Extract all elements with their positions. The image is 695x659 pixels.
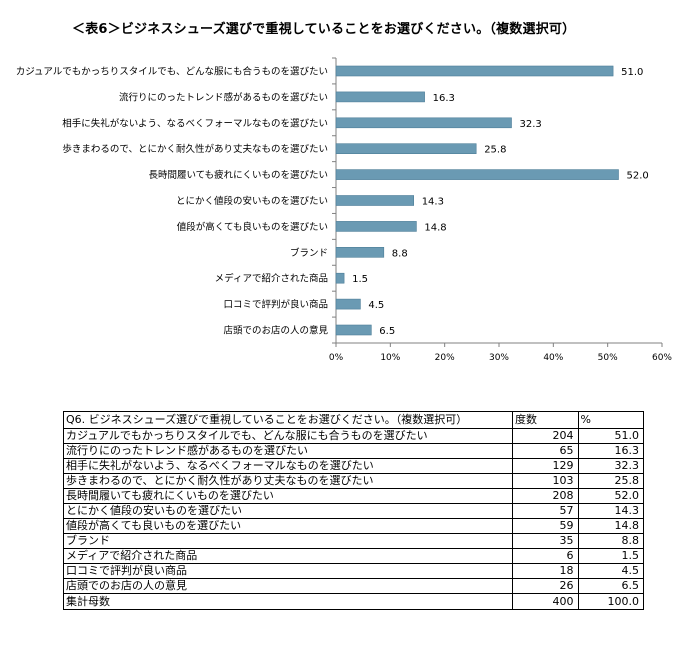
table-cell-percent: 52.0 — [577, 488, 644, 504]
bar — [335, 91, 425, 103]
table-row: 値段が高くても良いものを選びたい 59 14.8 — [63, 518, 644, 534]
table-row: 相手に失礼がないよう、なるべくフォーマルなものを選びたい 129 32.3 — [63, 458, 644, 474]
category-label: 値段が高くても良いものを選びたい — [177, 221, 328, 233]
table-cell-label: 流行りにのったトレンド感があるものを選びたい — [63, 443, 513, 459]
table-row: 店頭でのお店の人の意見 26 6.5 — [63, 578, 644, 594]
bar — [335, 195, 414, 206]
category-label: カジュアルでもかっちりスタイルでも、どんな服にも合うものを選びたい — [16, 66, 328, 78]
table-cell-count: 59 — [512, 518, 579, 534]
category-label: 店頭でのお店の人の意見 — [223, 325, 328, 337]
x-tick-label: 30% — [489, 353, 509, 363]
table-cell-percent: 14.8 — [577, 518, 644, 534]
table-cell-label: カジュアルでもかっちりスタイルでも、どんな服にも合うものを選びたい — [63, 428, 513, 444]
table-cell-percent: 25.8 — [577, 473, 644, 489]
table-cell-label: 値段が高くても良いものを選びたい — [63, 518, 513, 534]
table-cell-percent: 51.0 — [577, 428, 644, 444]
bar — [335, 221, 417, 232]
table-cell-count: 6 — [512, 548, 579, 564]
table-cell-percent: 16.3 — [577, 443, 644, 459]
category-label: 口コミで評判が良い商品 — [223, 299, 328, 311]
category-label: 流行りにのったトレンド感があるものを選びたい — [119, 91, 328, 103]
category-label: ブランド — [290, 247, 328, 259]
table-cell-percent: 4.5 — [577, 563, 644, 579]
table-cell-percent: 32.3 — [577, 458, 644, 474]
bar — [335, 143, 477, 154]
x-tick-label: 0% — [329, 353, 344, 363]
table-header-percent: % — [577, 411, 644, 429]
table-cell-count: 103 — [512, 473, 579, 489]
table-total-row: 集計母数 400 100.0 — [63, 593, 644, 610]
table-cell-percent: 6.5 — [577, 578, 644, 594]
bar-chart: 0% 10% 20% 30% 40% 50% 60% カジュアルでもかっちりスタイルでも、どん… — [16, 57, 672, 363]
table-header-row: Q6. ビジネスシューズ選びで重視していることをお選びください。（複数選択可） … — [63, 411, 644, 429]
data-label: 6.5 — [379, 326, 395, 337]
category-label: とにかく値段の安いものを選びたい — [176, 195, 328, 207]
x-tick-label: 40% — [543, 353, 563, 363]
category-label: 長時間履いても疲れにくいものを選びたい — [148, 169, 328, 181]
x-tick-label: 50% — [598, 353, 618, 363]
table-row: カジュアルでもかっちりスタイルでも、どんな服にも合うものを選びたい 204 51.0 — [63, 428, 644, 444]
bar — [335, 324, 372, 336]
data-label: 52.0 — [627, 171, 649, 182]
table-cell-label: 口コミで評判が良い商品 — [63, 563, 513, 579]
table-cell-label: メディアで紹介された商品 — [63, 548, 513, 564]
data-label: 51.0 — [621, 67, 643, 78]
data-label: 14.8 — [424, 222, 446, 233]
bar — [335, 272, 345, 284]
chart-title: ＜表6＞ビジネスシューズ選びで重視していることをお選びください。（複数選択可） — [72, 22, 576, 37]
table-row: メディアで紹介された商品 6 1.5 — [63, 548, 644, 564]
table-cell-count: 26 — [512, 578, 579, 594]
category-label: 歩きまわるので、とにかく耐久性があり丈夫なものを選びたい — [62, 143, 328, 155]
bar — [335, 298, 361, 310]
x-tick-label: 60% — [652, 353, 672, 363]
table-cell-label: 長時間履いても疲れにくいものを選びたい — [63, 488, 513, 504]
table-cell-count: 57 — [512, 503, 579, 519]
table-cell-count: 208 — [512, 488, 579, 504]
table-total-percent: 100.0 — [577, 593, 644, 610]
table-cell-label: 相手に失礼がないよう、なるべくフォーマルなものを選びたい — [63, 458, 513, 474]
table-total-count: 400 — [512, 593, 579, 610]
category-label: 相手に失礼がないよう、なるべくフォーマルなものを選びたい — [62, 117, 328, 129]
table-cell-label: とにかく値段の安いものを選びたい — [63, 503, 513, 519]
data-label: 4.5 — [368, 300, 384, 311]
table-cell-count: 35 — [512, 533, 579, 549]
data-label: 32.3 — [520, 119, 542, 130]
table-header-count: 度数 — [512, 411, 579, 429]
table-cell-percent: 14.3 — [577, 503, 644, 519]
table-cell-count: 129 — [512, 458, 579, 474]
data-label: 14.3 — [422, 197, 444, 208]
table-row: ブランド 35 8.8 — [63, 533, 644, 549]
table-cell-label: ブランド — [63, 533, 513, 549]
table-row: 歩きまわるので、とにかく耐久性があり丈夫なものを選びたい 103 25.8 — [63, 473, 644, 489]
table-row: 流行りにのったトレンド感があるものを選びたい 65 16.3 — [63, 443, 644, 459]
table-cell-percent: 1.5 — [577, 548, 644, 564]
x-tick-label: 10% — [380, 353, 400, 363]
data-label: 1.5 — [352, 274, 368, 285]
bar — [335, 169, 619, 180]
table-row: 長時間履いても疲れにくいものを選びたい 208 52.0 — [63, 488, 644, 504]
bar — [335, 65, 614, 77]
table-total-label: 集計母数 — [63, 593, 513, 610]
table-cell-count: 204 — [512, 428, 579, 444]
table-row: とにかく値段の安いものを選びたい 57 14.3 — [63, 503, 644, 519]
x-tick-label: 20% — [435, 353, 455, 363]
table-cell-percent: 8.8 — [577, 533, 644, 549]
table-cell-label: 店頭でのお店の人の意見 — [63, 578, 513, 594]
data-label: 25.8 — [484, 145, 506, 156]
table-cell-label: 歩きまわるので、とにかく耐久性があり丈夫なものを選びたい — [63, 473, 513, 489]
data-label: 16.3 — [433, 93, 455, 104]
data-table: Q6. ビジネスシューズ選びで重視していることをお選びください。（複数選択可） … — [63, 411, 644, 610]
table-header-question: Q6. ビジネスシューズ選びで重視していることをお選びください。（複数選択可） — [63, 411, 513, 429]
table-cell-count: 65 — [512, 443, 579, 459]
data-label: 8.8 — [392, 248, 408, 259]
table-cell-count: 18 — [512, 563, 579, 579]
bar — [335, 247, 385, 258]
bar — [335, 117, 512, 129]
table-row: 口コミで評判が良い商品 18 4.5 — [63, 563, 644, 579]
category-label: メディアで紹介された商品 — [215, 273, 328, 285]
